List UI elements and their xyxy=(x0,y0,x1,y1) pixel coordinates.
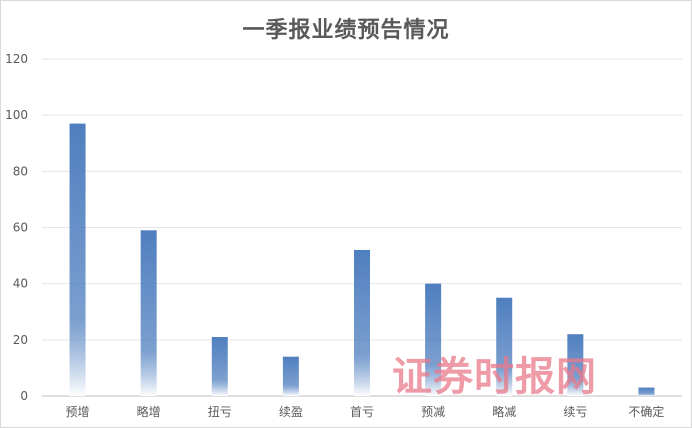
bar-8 xyxy=(638,387,655,396)
bar-6 xyxy=(496,297,513,396)
x-tick-label: 略减 xyxy=(492,404,516,419)
x-tick-label: 预减 xyxy=(421,405,445,419)
y-tick-label: 0 xyxy=(20,389,28,403)
bar-3 xyxy=(282,356,299,396)
bar-2 xyxy=(211,337,228,396)
y-tick-label: 100 xyxy=(5,108,28,122)
y-axis-ticks: 0 20 40 60 80 100 120 xyxy=(5,52,28,403)
y-tick-label: 80 xyxy=(13,164,28,178)
y-tick-label: 60 xyxy=(13,221,28,235)
y-tick-label: 20 xyxy=(13,333,28,347)
bar-1 xyxy=(140,230,157,396)
chart-title: 一季报业绩预告情况 xyxy=(242,17,450,43)
x-tick-label: 首亏 xyxy=(350,405,374,419)
y-tick-label: 40 xyxy=(13,277,28,291)
y-tick-label: 120 xyxy=(5,52,28,66)
bar-5 xyxy=(425,283,442,396)
bars xyxy=(69,123,655,396)
bar-7 xyxy=(567,334,584,396)
bar-0 xyxy=(69,123,86,396)
x-axis-ticks: 预增 略增 扭亏 续盈 首亏 预减 略减 续亏 不确定 xyxy=(66,404,665,419)
x-tick-label: 预增 xyxy=(66,405,90,419)
watermark: 证券时报网 xyxy=(392,354,597,400)
x-tick-label: 续盈 xyxy=(279,405,303,419)
x-tick-label: 不确定 xyxy=(628,404,664,419)
x-tick-label: 续亏 xyxy=(563,405,587,419)
x-tick-label: 扭亏 xyxy=(208,405,232,419)
x-tick-label: 略增 xyxy=(137,404,161,419)
bar-4 xyxy=(354,249,370,396)
